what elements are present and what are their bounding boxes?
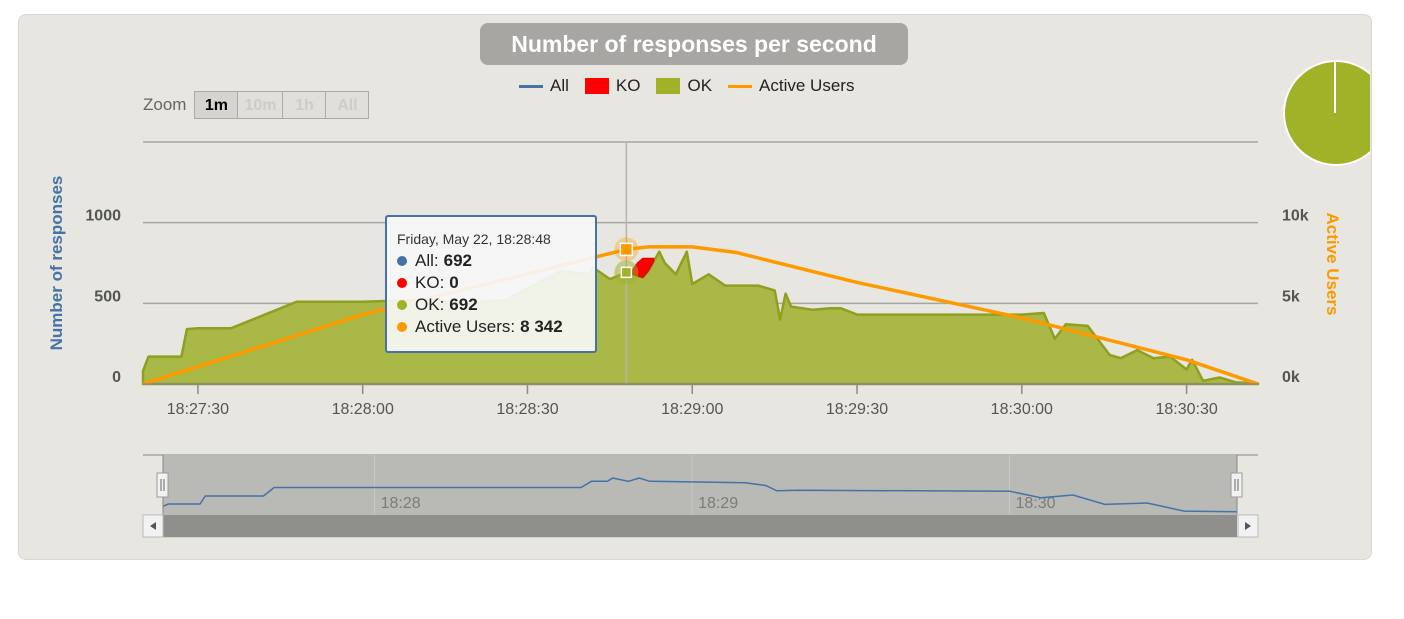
y-right-tick-label-2: 10k (1282, 208, 1309, 225)
legend-ko-label: KO (615, 76, 641, 95)
tooltip-all-value: 692 (443, 251, 473, 270)
tooltip-all-dot (397, 256, 407, 266)
x-tick-label-3: 18:29:00 (661, 401, 723, 418)
navigator-right-handle (1230, 472, 1243, 498)
x-tick-label-0: 18:27:30 (167, 401, 229, 418)
legend-item-active-users[interactable]: Active Users (728, 76, 854, 96)
tooltip-ok-value: 692 (449, 295, 478, 314)
ok-hover-marker (620, 266, 633, 279)
tooltip-ok-label: OK (415, 295, 440, 314)
active-users-hover-marker (619, 242, 634, 257)
tooltip-row-ko: KO:0 (397, 272, 595, 294)
navigator-label-0: 18:28 (381, 495, 421, 512)
x-tick-label-2: 18:28:30 (496, 401, 558, 418)
crosshair (614, 142, 639, 384)
y-right-axis-title: Active Users (1323, 212, 1342, 315)
navigator-series-line (162, 477, 1238, 513)
ok-area (141, 250, 1260, 386)
tooltip-header: Friday, May 22, 18:28:48 (397, 231, 551, 247)
pie-chart (1283, 60, 1370, 166)
y-left-tick-label-0: 0 (112, 369, 121, 386)
chart-title: Number of responses per second (480, 23, 908, 65)
legend-item-all[interactable]: All (519, 76, 569, 96)
axes: 18:27:30 18:28:00 18:28:30 18:29:00 18:29:30… (47, 176, 1342, 418)
zoom-selector: Zoom 1m 10m 1h All (143, 91, 370, 119)
tooltip: Friday, May 22, 18:28:48 All:692 KO:0 OK… (385, 215, 597, 353)
tooltip-active-users-value: 8 342 (520, 317, 563, 336)
tooltip-row-active-users: Active Users:8 342 (397, 316, 595, 338)
x-tick-label-6: 18:30:30 (1155, 401, 1217, 418)
navigator-left-handle (156, 472, 169, 498)
y-right-tick-label-0: 0k (1282, 369, 1300, 386)
legend-active-users-swatch (728, 84, 753, 88)
navigator-selection (163, 455, 1237, 515)
legend-item-ok[interactable]: OK (656, 76, 712, 96)
legend-all-label: All (550, 76, 569, 95)
y-left-axis-title: Number of responses (47, 176, 66, 351)
zoom-1h-button[interactable]: 1h (282, 91, 327, 119)
y-left-tick-label-1: 500 (94, 288, 121, 305)
tooltip-ko-dot (397, 278, 407, 288)
scrollbar-left-arrow-icon (150, 522, 156, 530)
ok-area-path (141, 250, 1260, 386)
tooltip-active-users-label: Active Users (415, 317, 511, 336)
tooltip-active-users-dot (397, 322, 407, 332)
tooltip-ko-value: 0 (449, 273, 459, 292)
x-tick-label-5: 18:30:00 (991, 401, 1053, 418)
x-tick-label-1: 18:28:00 (332, 401, 394, 418)
zoom-all-button[interactable]: All (325, 91, 370, 119)
navigator[interactable]: 18:28 18:29 18:30 (142, 454, 1259, 538)
scrollbar-thumb (163, 515, 1237, 537)
zoom-label: Zoom (143, 95, 187, 114)
x-tick-label-4: 18:29:30 (826, 401, 888, 418)
navigator-label-1: 18:29 (698, 495, 738, 512)
zoom-10m-button[interactable]: 10m (237, 91, 284, 119)
legend-all-swatch (519, 84, 543, 88)
legend-ok-swatch (656, 78, 681, 94)
legend-item-ko[interactable]: KO (584, 76, 641, 96)
legend-active-users-label: Active Users (759, 76, 855, 95)
legend-ok-label: OK (687, 76, 713, 95)
navigator-label-2: 18:30 (1016, 495, 1056, 512)
zoom-1m-button[interactable]: 1m (194, 91, 239, 119)
legend-ko-swatch (584, 78, 609, 94)
tooltip-row-ok: OK:692 (397, 294, 595, 316)
tooltip-all-label: All (415, 251, 434, 270)
y-left-tick-label-2: 1000 (85, 208, 121, 225)
tooltip-ok-dot (397, 300, 407, 310)
legend: All KO OK Active Users (519, 75, 870, 97)
tooltip-row-all: All:692 (397, 250, 595, 272)
y-right-tick-label-1: 5k (1282, 288, 1300, 305)
tooltip-ko-label: KO (415, 273, 440, 292)
scrollbar-right-arrow-icon (1245, 522, 1251, 530)
